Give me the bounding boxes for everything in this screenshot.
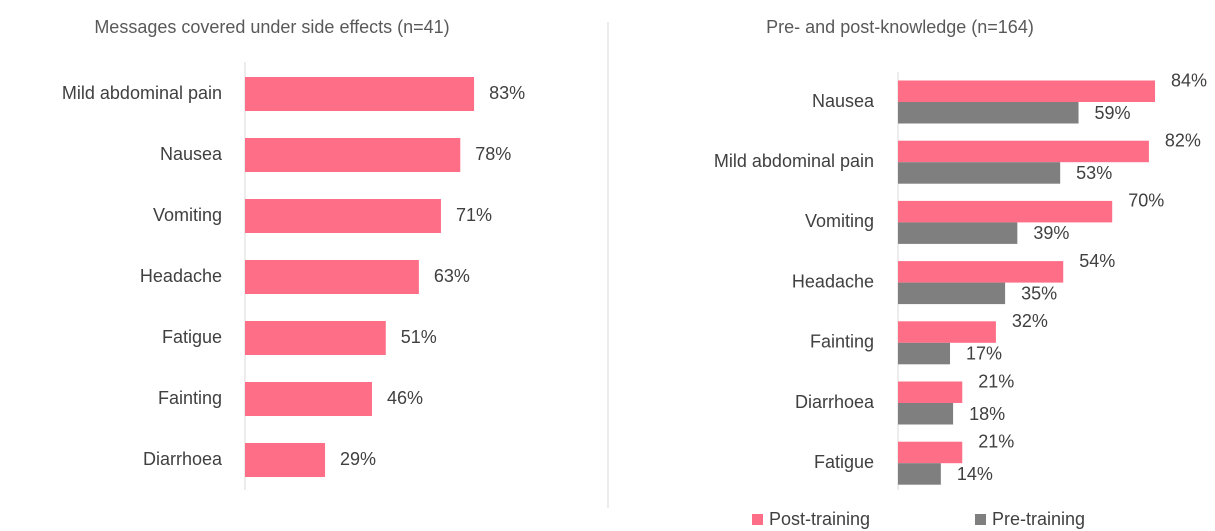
bar bbox=[245, 321, 386, 355]
bar bbox=[898, 162, 1061, 184]
data-label: 63% bbox=[434, 266, 470, 286]
bar bbox=[245, 199, 441, 233]
category-label: Vomiting bbox=[805, 211, 874, 231]
bar bbox=[898, 140, 1149, 163]
data-label: 84% bbox=[1171, 70, 1207, 90]
legend-label: Post-training bbox=[769, 509, 870, 529]
bar bbox=[245, 138, 461, 172]
data-label: 17% bbox=[966, 344, 1002, 364]
data-label: 29% bbox=[340, 449, 376, 469]
data-label: 18% bbox=[969, 404, 1005, 424]
category-label: Fatigue bbox=[814, 452, 874, 472]
category-label: Fainting bbox=[810, 332, 874, 352]
category-label: Diarrhoea bbox=[143, 449, 223, 469]
category-label: Vomiting bbox=[153, 205, 222, 225]
bar bbox=[898, 261, 1064, 283]
bar bbox=[898, 381, 963, 403]
bar bbox=[898, 321, 996, 343]
bar bbox=[898, 200, 1113, 223]
data-label: 21% bbox=[978, 431, 1014, 451]
legend-swatch bbox=[975, 514, 986, 525]
category-label: Headache bbox=[792, 271, 874, 291]
data-label: 83% bbox=[489, 83, 525, 103]
category-label: Nausea bbox=[812, 91, 875, 111]
data-label: 14% bbox=[957, 464, 993, 484]
data-label: 53% bbox=[1076, 163, 1112, 183]
bar bbox=[898, 441, 963, 464]
chart-title: Pre- and post-knowledge (n=164) bbox=[766, 17, 1034, 37]
bar bbox=[898, 80, 1156, 102]
category-label: Diarrhoea bbox=[795, 392, 875, 412]
bar bbox=[898, 222, 1018, 244]
bar bbox=[898, 102, 1079, 124]
bar bbox=[898, 463, 941, 485]
data-label: 51% bbox=[401, 327, 437, 347]
chart-title: Messages covered under side effects (n=4… bbox=[94, 17, 449, 37]
legend-swatch bbox=[752, 514, 763, 525]
category-label: Mild abdominal pain bbox=[62, 83, 222, 103]
data-label: 78% bbox=[475, 144, 511, 164]
legend-label: Pre-training bbox=[992, 509, 1085, 529]
category-label: Nausea bbox=[160, 144, 223, 164]
data-label: 46% bbox=[387, 388, 423, 408]
data-label: 70% bbox=[1128, 191, 1164, 211]
data-label: 32% bbox=[1012, 311, 1048, 331]
bar bbox=[898, 282, 1006, 305]
bar bbox=[898, 403, 954, 425]
data-label: 35% bbox=[1021, 283, 1057, 303]
data-label: 59% bbox=[1095, 103, 1131, 123]
data-label: 71% bbox=[456, 205, 492, 225]
data-label: 82% bbox=[1165, 130, 1201, 150]
category-label: Fatigue bbox=[162, 327, 222, 347]
bar bbox=[245, 260, 419, 294]
category-label: Fainting bbox=[158, 388, 222, 408]
bar bbox=[245, 77, 475, 111]
bar bbox=[245, 382, 372, 416]
category-label: Mild abdominal pain bbox=[714, 151, 874, 171]
bar bbox=[898, 342, 951, 365]
data-label: 54% bbox=[1079, 251, 1115, 271]
data-label: 39% bbox=[1033, 223, 1069, 243]
bar bbox=[245, 443, 326, 477]
data-label: 21% bbox=[978, 371, 1014, 391]
category-label: Headache bbox=[140, 266, 222, 286]
